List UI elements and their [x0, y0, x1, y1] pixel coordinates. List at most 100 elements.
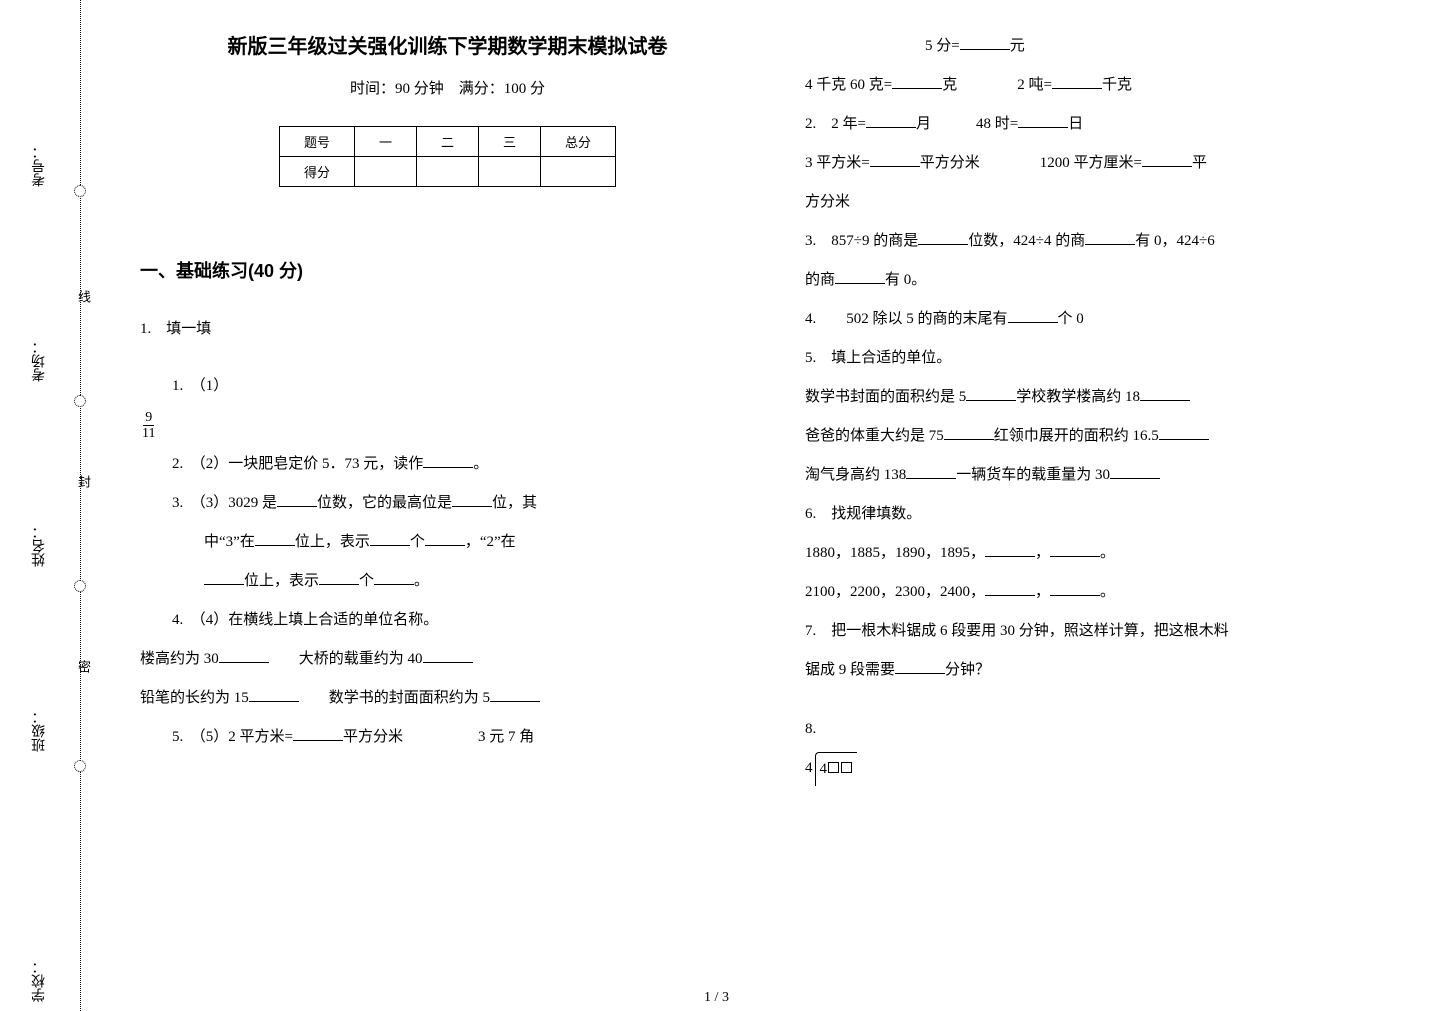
t: 锯成 9 段需要	[805, 662, 895, 678]
binding-label: 班级：	[30, 710, 50, 752]
t: 中“3”在	[204, 534, 255, 550]
t: 铅笔的长约为 15	[140, 690, 249, 706]
t: 有 0。	[885, 272, 926, 288]
divisor: 4	[805, 752, 815, 785]
t: 3 元 7 角	[478, 729, 534, 745]
q1-2-end: 。	[473, 456, 488, 472]
blank	[1085, 230, 1135, 245]
q1-4-line2: 铅笔的长约为 15 数学书的封面面积约为 5	[140, 682, 755, 715]
binding-label: 学校：	[30, 960, 50, 1002]
score-value-row: 得分	[279, 157, 615, 187]
q2-l2: 3 平方米=平方分米 1200 平方厘米=平	[805, 147, 1420, 180]
dividend: 4	[815, 752, 858, 786]
blank	[293, 726, 343, 741]
q1-2: 2. （2）一块肥皂定价 5．73 元，读作。	[140, 448, 755, 481]
t: 克	[942, 77, 957, 93]
t: 位数，424÷4 的商	[968, 233, 1085, 249]
blank	[423, 648, 473, 663]
q2-l3: 方分米	[805, 186, 1420, 219]
binding-margin: 考号：考场：姓名：班级：学校：线封密	[10, 0, 130, 1011]
score-header-cell: 三	[479, 127, 541, 157]
blank	[490, 687, 540, 702]
blank	[895, 659, 945, 674]
dividend-prefix: 4	[820, 761, 828, 777]
page-number: 1 / 3	[704, 990, 729, 1006]
q4: 4. 502 除以 5 的商的末尾有个 0	[805, 303, 1420, 336]
binding-char: 封	[74, 475, 93, 488]
blank	[370, 531, 410, 546]
blank-square	[828, 762, 839, 773]
q6-l2: 2100，2200，2300，2400，，。	[805, 576, 1420, 609]
q6: 6. 找规律填数。	[805, 498, 1420, 531]
section-1-title: 一、基础练习(40 分)	[140, 257, 755, 283]
score-header-cell: 一	[354, 127, 416, 157]
blank	[204, 570, 244, 585]
q5-l2: 爸爸的体重大约是 75红领巾展开的面积约 16.5	[805, 420, 1420, 453]
page: 新版三年级过关强化训练下学期数学期末模拟试卷 时间：90 分钟 满分：100 分…	[140, 30, 1420, 990]
score-cell	[541, 157, 616, 187]
blank	[985, 542, 1035, 557]
blank	[319, 570, 359, 585]
t: 位数，它的最高位是	[317, 495, 452, 511]
exam-subtitle: 时间：90 分钟 满分：100 分	[140, 77, 755, 98]
q1-1-label: 1. （1）	[140, 370, 755, 403]
blank	[960, 35, 1010, 50]
blank	[870, 152, 920, 167]
t: 个	[410, 534, 425, 550]
score-row-label: 得分	[279, 157, 354, 187]
long-division: 4 4	[805, 752, 857, 786]
columns: 新版三年级过关强化训练下学期数学期末模拟试卷 时间：90 分钟 满分：100 分…	[140, 30, 1420, 990]
t: 楼高约为 30	[140, 651, 219, 667]
blank	[219, 648, 269, 663]
t: 。	[414, 573, 429, 589]
blank	[1018, 113, 1068, 128]
t: 数学书的封面面积约为 5	[329, 690, 490, 706]
q2: 2. 2 年=月 48 时=日	[805, 108, 1420, 141]
q1-4-line1: 楼高约为 30 大桥的载重约为 40	[140, 643, 755, 676]
q1-4: 4. （4）在横线上填上合适的单位名称。	[140, 604, 755, 637]
t: 位，其	[492, 495, 537, 511]
blank	[423, 453, 473, 468]
t: 个	[359, 573, 374, 589]
blank	[1159, 425, 1209, 440]
q1-3-line3: 位上，表示个。	[140, 565, 755, 598]
blank	[892, 74, 942, 89]
t: 数学书封面的面积约是 5	[805, 389, 966, 405]
score-header-cell: 总分	[541, 127, 616, 157]
t: 。	[1100, 584, 1115, 600]
binding-char: 线	[74, 290, 93, 303]
binding-label: 姓名：	[30, 525, 50, 567]
t: 3. 857÷9 的商是	[805, 233, 918, 249]
q5: 5. 填上合适的单位。	[805, 342, 1420, 375]
q7-l1: 7. 把一根木料锯成 6 段要用 30 分钟，照这样计算，把这根木料	[805, 615, 1420, 648]
t: 平方分米	[920, 155, 980, 171]
blank	[1050, 542, 1100, 557]
blank	[249, 687, 299, 702]
blank	[906, 464, 956, 479]
score-cell	[479, 157, 541, 187]
blank	[835, 269, 885, 284]
t: 日	[1068, 116, 1083, 132]
t: 红领巾展开的面积约 16.5	[994, 428, 1159, 444]
t: 平	[1192, 155, 1207, 171]
q1-3: 3. （3）3029 是 位数，它的最高位是 位，其	[140, 487, 755, 520]
score-header-cell: 题号	[279, 127, 354, 157]
blank-square	[841, 762, 852, 773]
t: 。	[1100, 545, 1115, 561]
t: 2 吨=	[1017, 77, 1052, 93]
blank	[277, 492, 317, 507]
t: 3 平方米=	[805, 155, 870, 171]
t: 5. （5）2 平方米=	[172, 729, 293, 745]
blank	[1140, 386, 1190, 401]
score-cell	[354, 157, 416, 187]
binding-label: 考场：	[30, 340, 50, 382]
fraction-9-11: 9 11	[140, 410, 157, 442]
t: 位上，表示	[295, 534, 370, 550]
blank	[944, 425, 994, 440]
blank	[1052, 74, 1102, 89]
binding-circle	[74, 760, 86, 772]
blank	[1142, 152, 1192, 167]
blank	[918, 230, 968, 245]
t: 3. （3）3029 是	[172, 495, 277, 511]
t: 4. 502 除以 5 的商的末尾有	[805, 311, 1008, 327]
